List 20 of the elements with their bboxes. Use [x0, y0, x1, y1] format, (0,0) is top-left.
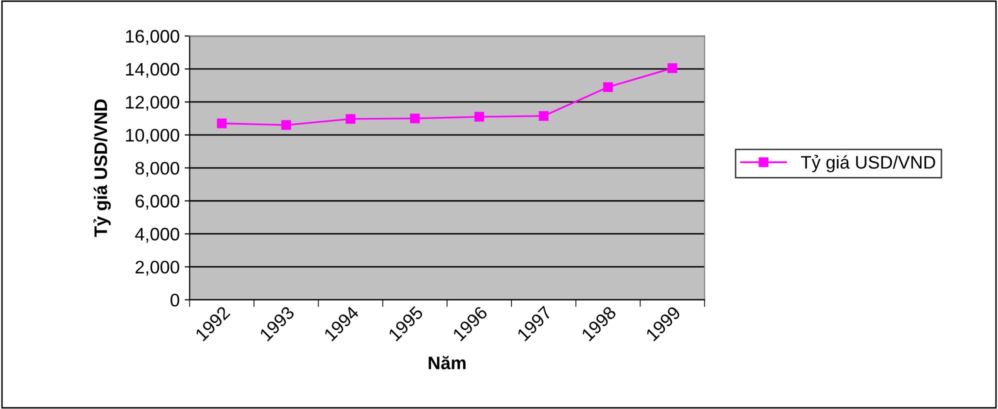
x-axis-title: Năm — [428, 356, 466, 370]
y-axis-title: Tỷ giá USD/VND — [93, 99, 111, 237]
y-tick-label: 14,000 — [126, 62, 180, 78]
y-tick-label: 2,000 — [136, 260, 180, 276]
point — [281, 120, 292, 130]
y-tick-label: 0 — [170, 294, 180, 307]
point — [346, 114, 356, 124]
point — [474, 112, 484, 122]
point — [410, 114, 420, 124]
y-tick-label: 6,000 — [136, 194, 180, 210]
point — [538, 111, 549, 121]
y-tick-label: 12,000 — [126, 96, 180, 111]
y-tick-label: 4,000 — [135, 228, 180, 243]
point — [668, 63, 678, 74]
point — [603, 82, 613, 92]
point — [216, 118, 227, 128]
y-tick-label: 8,000 — [136, 162, 180, 177]
y-tick-label: 10,000 — [126, 128, 180, 144]
legend-label: Tỷ giá USD/VND — [800, 154, 936, 172]
y-tick-label: 16,000 — [126, 30, 180, 45]
